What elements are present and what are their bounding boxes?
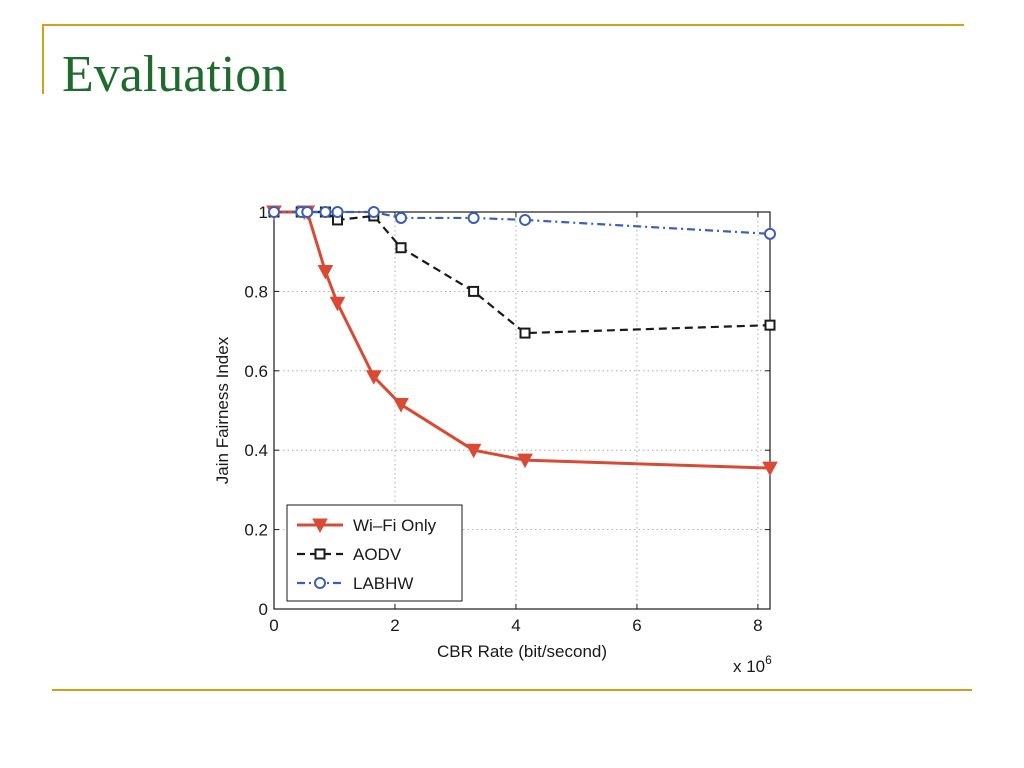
title-side-rule [42, 24, 44, 94]
data-point [519, 213, 532, 226]
data-point [519, 327, 531, 339]
series-lines [266, 205, 778, 477]
series-line [274, 210, 771, 470]
y-tick-label: 0.8 [244, 282, 268, 301]
data-point [764, 319, 776, 331]
data-point [331, 206, 344, 218]
y-axis-label: Jain Fairness Index [213, 336, 232, 484]
data-point [365, 370, 382, 385]
legend-label: AODV [353, 545, 402, 564]
x-multiplier-exponent: 6 [765, 653, 772, 667]
footer-rule [52, 689, 972, 691]
x-tick-label: 6 [632, 616, 641, 635]
title-top-rule [42, 24, 964, 26]
y-tick-label: 0.4 [244, 441, 268, 460]
data-point [393, 398, 409, 413]
data-point [301, 206, 314, 218]
legend-swatch-marker [314, 548, 326, 560]
plot-frame [273, 211, 771, 610]
data-point [465, 443, 482, 459]
data-point [762, 461, 778, 477]
y-tick-label: 0 [259, 600, 268, 619]
y-tick-label: 0.6 [244, 362, 268, 381]
data-point [764, 227, 776, 240]
slide-title: Evaluation [62, 46, 288, 103]
data-point [268, 206, 280, 218]
data-point [517, 453, 533, 469]
series-2 [268, 206, 776, 240]
legend-swatch-marker [314, 577, 326, 589]
y-tick-label: 0.2 [244, 521, 268, 540]
chart-container: 0 2 4 6 8 0 0.2 0.4 0.6 0.8 1 CBR Rate (bit/second… [190, 185, 830, 680]
chart-legend: Wi–Fi Only AODV LABHW [286, 504, 463, 602]
x-tick-label: 4 [511, 616, 520, 635]
data-point [329, 296, 346, 312]
x-tick-label: 0 [269, 616, 278, 635]
legend-label: Wi–Fi Only [353, 516, 437, 535]
x-multiplier-label: x 106 [733, 653, 772, 676]
legend-label: LABHW [353, 574, 413, 593]
y-tick-label: 1 [259, 203, 268, 222]
x-multiplier-base: x 10 [733, 657, 765, 676]
data-point [319, 206, 332, 218]
data-point [367, 206, 380, 218]
axis-ticks: 0 2 4 6 8 0 0.2 0.4 0.6 0.8 1 [244, 203, 770, 635]
fairness-chart: 0 2 4 6 8 0 0.2 0.4 0.6 0.8 1 CBR Rate (bit/second… [213, 203, 778, 676]
series-line [274, 210, 771, 335]
data-point [468, 285, 480, 297]
data-point [395, 211, 408, 224]
legend-swatch-marker [312, 518, 328, 534]
x-tick-label: 8 [753, 616, 762, 635]
series-0 [266, 205, 778, 477]
data-point [317, 265, 334, 280]
data-point [395, 242, 407, 254]
data-point [467, 211, 480, 224]
x-axis-label: CBR Rate (bit/second) [437, 642, 607, 661]
x-tick-label: 2 [390, 616, 399, 635]
